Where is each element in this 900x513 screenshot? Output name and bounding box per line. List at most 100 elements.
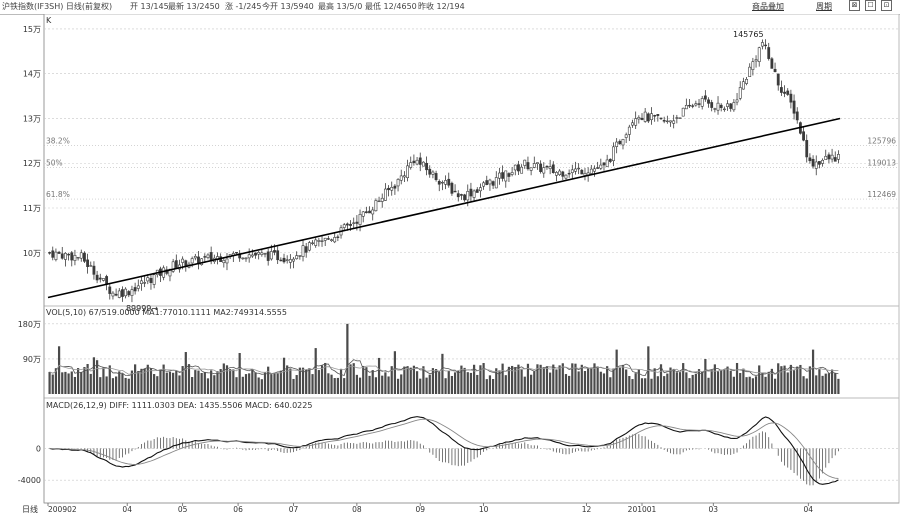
volume-bar <box>346 323 349 394</box>
volume-bar <box>609 377 612 394</box>
candle-body <box>146 277 150 282</box>
candle-body <box>361 211 365 217</box>
volume-bar <box>140 368 143 394</box>
volume-bar <box>463 367 466 394</box>
candle-body <box>269 251 273 260</box>
volume-bar <box>748 376 751 394</box>
volume-bar <box>650 378 653 394</box>
candle-body <box>570 169 574 173</box>
volume-bar <box>153 374 156 394</box>
candle-body <box>574 168 577 172</box>
volume-bar <box>314 348 317 394</box>
x-tick-label: 09 <box>415 505 425 513</box>
candle-body <box>729 103 733 109</box>
volume-bar <box>656 376 659 394</box>
period-button[interactable]: 周期 <box>816 2 832 11</box>
volume-bar <box>225 365 229 394</box>
volume-bar <box>805 378 808 394</box>
candle-body <box>618 140 622 145</box>
candle-body <box>133 287 137 292</box>
volume-bar <box>530 374 533 394</box>
maximize-icon[interactable]: ☐ <box>865 0 876 11</box>
volume-bar <box>400 374 403 394</box>
volume-bar <box>666 373 669 394</box>
volume-bar <box>298 367 301 394</box>
candle-body <box>716 102 720 111</box>
volume-bar <box>146 364 149 394</box>
candle-body <box>678 117 682 119</box>
candle-body <box>98 277 102 280</box>
volume-bar <box>780 366 783 394</box>
candle-body <box>650 113 653 121</box>
candle-body <box>152 274 156 285</box>
volume-bar <box>799 364 802 394</box>
candle-body <box>89 265 93 267</box>
candle-body <box>764 44 767 47</box>
volume-bar <box>460 365 463 394</box>
price-tick-label: 10万 <box>23 249 41 258</box>
minimize-icon[interactable]: ⊠ <box>849 0 860 11</box>
candle-body <box>631 122 634 126</box>
candle-body <box>263 253 267 255</box>
stock-chart[interactable]: K VOL(5,10) 67/519.0000 MA1:77010.1111 M… <box>0 14 900 513</box>
candle-body <box>73 255 77 261</box>
fib-right-label: 125796 <box>867 136 896 145</box>
candle-body <box>726 103 729 107</box>
volume-bar <box>634 373 637 394</box>
candle-body <box>434 173 438 181</box>
macd-lines <box>49 416 839 486</box>
volume-bar <box>124 377 127 394</box>
volume-bar <box>517 364 520 394</box>
volume-ma10-line <box>49 364 839 375</box>
volume-bar <box>783 365 786 394</box>
candle-body <box>282 257 286 263</box>
candle-body <box>529 167 533 171</box>
volume-bar <box>637 369 640 394</box>
volume-bar <box>837 378 840 394</box>
candle-body <box>298 255 302 257</box>
candle-body <box>767 47 771 59</box>
low-label: 89999→ <box>126 304 158 313</box>
candle-body <box>102 278 105 281</box>
candle-body <box>387 187 390 191</box>
volume-bar <box>723 369 726 394</box>
volume-bar <box>118 371 121 394</box>
volume-bar <box>615 349 618 394</box>
candle-body <box>352 222 356 224</box>
volume-bar <box>802 376 805 394</box>
volume-bar <box>406 366 409 394</box>
volume-bar <box>596 366 599 394</box>
volume-bar <box>558 365 561 394</box>
candle-body <box>710 102 714 108</box>
volume-bar <box>815 375 818 394</box>
candle-body <box>523 159 527 166</box>
volume-bar <box>206 378 210 394</box>
volume-bar <box>273 372 276 394</box>
restore-icon[interactable]: ⊡ <box>881 0 892 11</box>
volume-bar <box>716 371 720 394</box>
candle-body <box>209 252 213 261</box>
candle-body <box>684 104 688 110</box>
volume-bar <box>390 366 393 394</box>
price-tick-label: 14万 <box>23 70 41 79</box>
candle-body <box>513 164 517 171</box>
candle-body <box>539 163 543 172</box>
volume-bar <box>568 375 571 394</box>
candle-body <box>64 253 67 260</box>
volume-bar <box>67 373 70 394</box>
volume-bar <box>491 378 495 394</box>
candle-body <box>320 240 324 242</box>
volume-bar <box>644 378 647 394</box>
candle-body <box>108 286 112 294</box>
volume-bar <box>48 371 51 394</box>
volume-bar <box>187 364 191 394</box>
volume-bar <box>618 367 621 394</box>
candle-body <box>371 209 375 215</box>
quote-field: 最高 13/5/0 <box>318 2 363 11</box>
candle-body <box>814 161 818 169</box>
candle-body <box>526 162 530 170</box>
candle-body <box>333 237 337 243</box>
volume-bar <box>362 365 365 394</box>
volume-bar <box>219 369 222 394</box>
overlay-button[interactable]: 商品叠加 <box>752 2 784 11</box>
